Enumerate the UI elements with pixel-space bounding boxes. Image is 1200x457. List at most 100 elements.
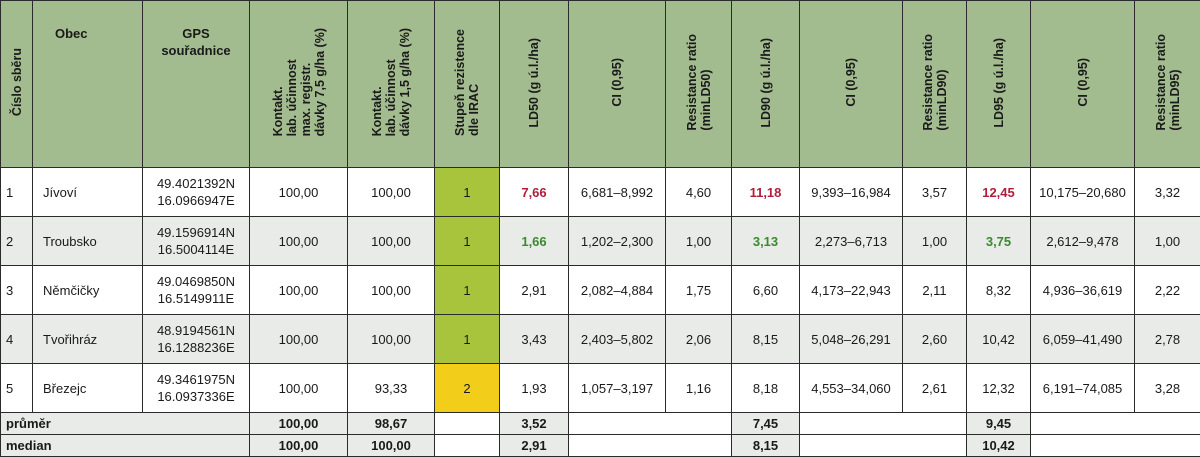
ld95-cell: 12,45	[967, 168, 1031, 217]
header-ld50: LD50 (g ú.l./ha)	[500, 1, 569, 168]
summary-ld50: 2,91	[500, 435, 569, 457]
ld90-cell: 6,60	[732, 266, 800, 315]
header-kontakt-15: Kontakt. lab. účinnost dávky 1,5 g/ha (%…	[348, 1, 435, 168]
ci-90-cell: 4,553–34,060	[800, 364, 903, 413]
header-rr50-text: Resistance ratio (minLD50)	[685, 34, 713, 131]
ci-95-cell: 6,059–41,490	[1031, 315, 1135, 364]
summary-ld95: 10,42	[967, 435, 1031, 457]
ci-50-cell: 2,403–5,802	[569, 315, 666, 364]
header-row: Číslo sběru Obec GPS souřadnice Kontakt.…	[1, 1, 1200, 168]
summary-empty	[1031, 413, 1200, 435]
rr50-cell: 1,00	[666, 217, 732, 266]
ld50-cell: 1,93	[500, 364, 569, 413]
ld90-cell: 3,13	[732, 217, 800, 266]
header-obec: Obec	[33, 1, 143, 168]
ci-50-cell: 6,681–8,992	[569, 168, 666, 217]
kontakt-15-cell: 100,00	[348, 315, 435, 364]
ci-50-cell: 2,082–4,884	[569, 266, 666, 315]
ci-90-cell: 2,273–6,713	[800, 217, 903, 266]
header-obec-text: Obec	[55, 25, 88, 42]
header-ci-95-text: CI (0,95)	[1076, 58, 1090, 107]
kontakt-max-cell: 100,00	[250, 217, 348, 266]
ld50-cell: 7,66	[500, 168, 569, 217]
rr95-cell: 1,00	[1135, 217, 1200, 266]
gps-lat: 49.0469850N	[143, 273, 249, 290]
summary-ld90: 7,45	[732, 413, 800, 435]
summary-empty	[800, 413, 967, 435]
gps-lat: 49.3461975N	[143, 371, 249, 388]
summary-kontakt-max: 100,00	[250, 413, 348, 435]
summary-ld95: 9,45	[967, 413, 1031, 435]
ci-95-cell: 6,191–74,085	[1031, 364, 1135, 413]
header-ci-95: CI (0,95)	[1031, 1, 1135, 168]
row-number: 1	[1, 168, 33, 217]
header-kontakt-max: Kontakt. lab. účinnost max. registr. dáv…	[250, 1, 348, 168]
ci-90-cell: 5,048–26,291	[800, 315, 903, 364]
ld50-cell: 2,91	[500, 266, 569, 315]
summary-label: průměr	[1, 413, 250, 435]
header-ld90-text: LD90 (g ú.l./ha)	[759, 38, 773, 128]
irac-level-cell: 1	[435, 266, 500, 315]
summary-empty	[435, 413, 500, 435]
ld95-cell: 8,32	[967, 266, 1031, 315]
header-ci-90-text: CI (0,95)	[844, 58, 858, 107]
header-stupen-text: Stupeň rezistence dle IRAC	[453, 29, 481, 136]
irac-level-cell: 1	[435, 315, 500, 364]
header-rr50: Resistance ratio (minLD50)	[666, 1, 732, 168]
obec-cell: Jívoví	[33, 168, 143, 217]
kontakt-max-cell: 100,00	[250, 168, 348, 217]
row-number: 5	[1, 364, 33, 413]
kontakt-15-cell: 100,00	[348, 217, 435, 266]
header-ld90: LD90 (g ú.l./ha)	[732, 1, 800, 168]
rr95-cell: 3,28	[1135, 364, 1200, 413]
gps-lon: 16.5149911E	[143, 290, 249, 307]
ld95-cell: 10,42	[967, 315, 1031, 364]
header-rr95-text: Resistance ratio (minLD95)	[1154, 34, 1182, 131]
rr50-cell: 4,60	[666, 168, 732, 217]
header-rr95: Resistance ratio (minLD95)	[1135, 1, 1200, 168]
rr50-cell: 1,16	[666, 364, 732, 413]
kontakt-max-cell: 100,00	[250, 315, 348, 364]
header-ld50-text: LD50 (g ú.l./ha)	[527, 38, 541, 128]
kontakt-15-cell: 100,00	[348, 168, 435, 217]
summary-empty	[800, 435, 967, 457]
gps-lon: 16.5004114E	[143, 241, 249, 258]
summary-kontakt-15: 98,67	[348, 413, 435, 435]
gps-lat: 48.9194561N	[143, 322, 249, 339]
rr95-cell: 3,32	[1135, 168, 1200, 217]
header-gps-text: GPS souřadnice	[161, 25, 230, 59]
header-rr90-text: Resistance ratio (minLD90)	[921, 34, 949, 131]
summary-kontakt-max: 100,00	[250, 435, 348, 457]
obec-cell: Březejc	[33, 364, 143, 413]
header-ci-90: CI (0,95)	[800, 1, 903, 168]
summary-label: median	[1, 435, 250, 457]
summary-empty	[1031, 435, 1200, 457]
gps-lon: 16.0937336E	[143, 388, 249, 405]
rr95-cell: 2,78	[1135, 315, 1200, 364]
irac-level-cell: 1	[435, 168, 500, 217]
header-ci-50-text: CI (0,95)	[610, 58, 624, 107]
summary-row-prumer: průměr 100,00 98,67 3,52 7,45 9,45	[1, 413, 1200, 435]
rr90-cell: 2,61	[903, 364, 967, 413]
row-number: 2	[1, 217, 33, 266]
row-number: 3	[1, 266, 33, 315]
kontakt-15-cell: 100,00	[348, 266, 435, 315]
ld95-cell: 12,32	[967, 364, 1031, 413]
summary-row-median: median 100,00 100,00 2,91 8,15 10,42	[1, 435, 1200, 457]
ci-90-cell: 9,393–16,984	[800, 168, 903, 217]
gps-lat: 49.4021392N	[143, 175, 249, 192]
ld90-cell: 8,15	[732, 315, 800, 364]
header-rr90: Resistance ratio (minLD90)	[903, 1, 967, 168]
rr90-cell: 2,11	[903, 266, 967, 315]
irac-level-cell: 2	[435, 364, 500, 413]
irac-level-cell: 1	[435, 217, 500, 266]
ci-95-cell: 2,612–9,478	[1031, 217, 1135, 266]
rr50-cell: 2,06	[666, 315, 732, 364]
kontakt-max-cell: 100,00	[250, 266, 348, 315]
ld50-cell: 3,43	[500, 315, 569, 364]
